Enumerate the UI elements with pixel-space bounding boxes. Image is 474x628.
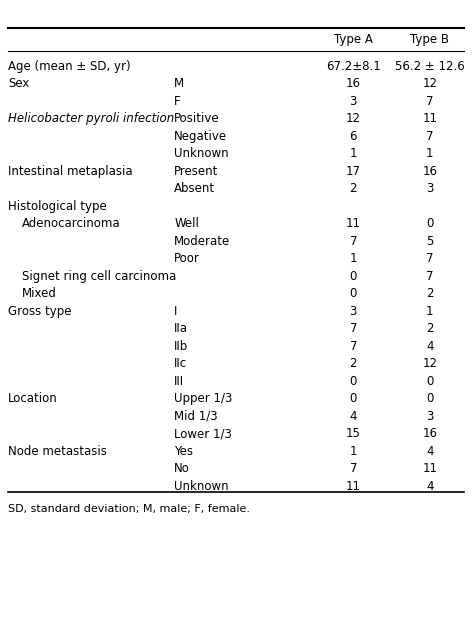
Text: 11: 11 [346,217,361,230]
Text: Lower 1/3: Lower 1/3 [174,427,232,440]
Text: Node metastasis: Node metastasis [8,445,107,458]
Text: Histological type: Histological type [8,200,107,213]
Text: 7: 7 [349,462,357,475]
Text: 1: 1 [426,147,434,160]
Text: III: III [174,375,184,387]
Text: 3: 3 [426,182,434,195]
Text: 0: 0 [349,375,357,387]
Text: 11: 11 [422,112,438,125]
Text: 7: 7 [349,322,357,335]
Text: 4: 4 [426,480,434,492]
Text: 17: 17 [346,165,361,178]
Text: Sex: Sex [8,77,29,90]
Text: 1: 1 [349,445,357,458]
Text: 3: 3 [349,95,357,107]
Text: 0: 0 [349,287,357,300]
Text: 7: 7 [426,252,434,265]
Text: SD, standard deviation; M, male; F, female.: SD, standard deviation; M, male; F, fema… [8,504,250,514]
Text: 0: 0 [426,375,434,387]
Text: 15: 15 [346,427,361,440]
Text: Yes: Yes [174,445,193,458]
Text: 4: 4 [426,445,434,458]
Text: 16: 16 [422,165,438,178]
Text: 3: 3 [426,409,434,423]
Text: 12: 12 [346,112,361,125]
Text: Gross type: Gross type [8,305,72,318]
Text: Moderate: Moderate [174,235,230,247]
Text: Poor: Poor [174,252,200,265]
Text: 1: 1 [426,305,434,318]
Text: Upper 1/3: Upper 1/3 [174,392,233,405]
Text: 12: 12 [422,77,438,90]
Text: 11: 11 [422,462,438,475]
Text: 11: 11 [346,480,361,492]
Text: 2: 2 [426,322,434,335]
Text: 2: 2 [349,357,357,370]
Text: Helicobacter pyroli infection: Helicobacter pyroli infection [8,112,174,125]
Text: 16: 16 [346,77,361,90]
Text: 7: 7 [426,95,434,107]
Text: Signet ring cell carcinoma: Signet ring cell carcinoma [22,269,176,283]
Text: 1: 1 [349,147,357,160]
Text: 7: 7 [349,340,357,353]
Text: 7: 7 [426,269,434,283]
Text: IIc: IIc [174,357,187,370]
Text: Type B: Type B [410,33,449,46]
Text: I: I [174,305,178,318]
Text: Age (mean ± SD, yr): Age (mean ± SD, yr) [8,60,130,73]
Text: Unknown: Unknown [174,147,229,160]
Text: 0: 0 [426,217,434,230]
Text: Unknown: Unknown [174,480,229,492]
Text: 7: 7 [349,235,357,247]
Text: Type A: Type A [334,33,373,46]
Text: F: F [174,95,181,107]
Text: 16: 16 [422,427,438,440]
Text: IIb: IIb [174,340,188,353]
Text: 4: 4 [426,340,434,353]
Text: M: M [174,77,184,90]
Text: Well: Well [174,217,199,230]
Text: 12: 12 [422,357,438,370]
Text: Present: Present [174,165,219,178]
Text: 2: 2 [349,182,357,195]
Text: IIa: IIa [174,322,188,335]
Text: 3: 3 [349,305,357,318]
Text: 5: 5 [426,235,434,247]
Text: 0: 0 [426,392,434,405]
Text: 2: 2 [426,287,434,300]
Text: 7: 7 [426,129,434,143]
Text: 0: 0 [349,269,357,283]
Text: Absent: Absent [174,182,215,195]
Text: Location: Location [8,392,58,405]
Text: Intestinal metaplasia: Intestinal metaplasia [8,165,133,178]
Text: No: No [174,462,190,475]
Text: 4: 4 [349,409,357,423]
Text: Mixed: Mixed [22,287,57,300]
Text: 6: 6 [349,129,357,143]
Text: 0: 0 [349,392,357,405]
Text: 67.2±8.1: 67.2±8.1 [326,60,381,73]
Text: 56.2 ± 12.6: 56.2 ± 12.6 [395,60,465,73]
Text: Positive: Positive [174,112,220,125]
Text: Adenocarcinoma: Adenocarcinoma [22,217,120,230]
Text: 1: 1 [349,252,357,265]
Text: Mid 1/3: Mid 1/3 [174,409,218,423]
Text: Negative: Negative [174,129,227,143]
